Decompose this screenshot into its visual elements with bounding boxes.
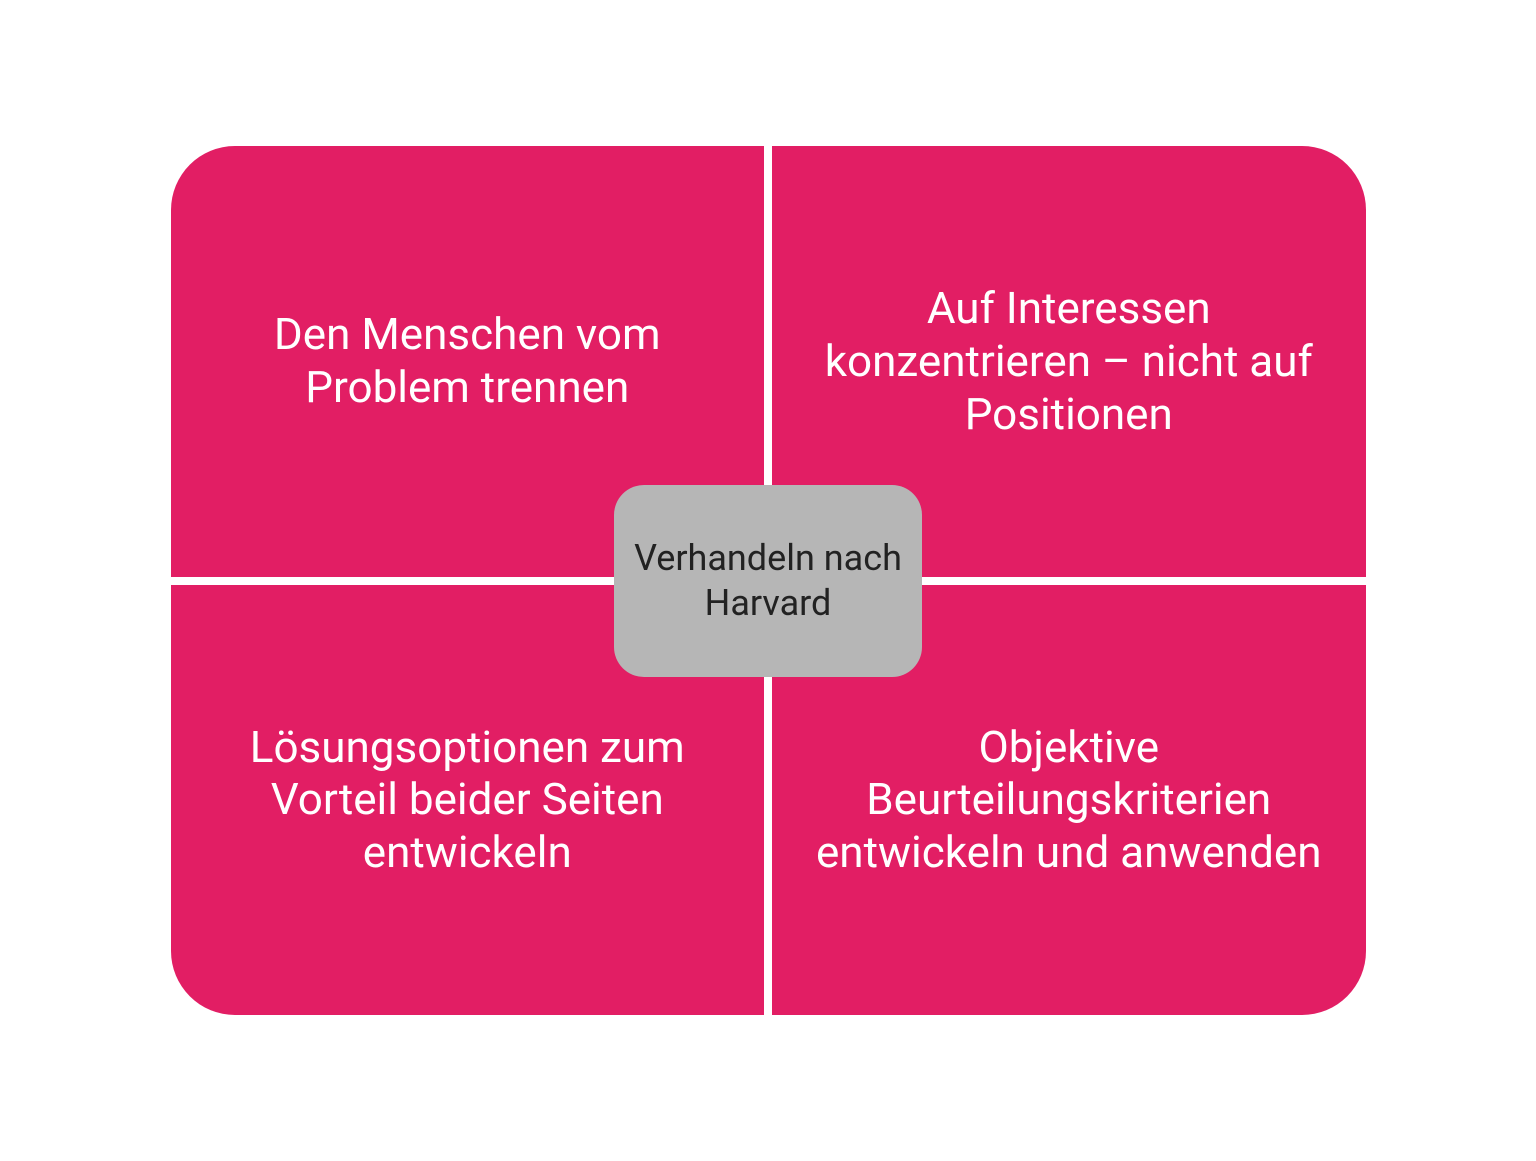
- quadrant-top-right-text: Auf Interessen konzentrieren – nicht auf…: [812, 282, 1326, 440]
- quadrant-top-left-text: Den Menschen vom Problem trennen: [211, 308, 725, 414]
- quadrant-bottom-left-text: Lösungsoptionen zum Vorteil beider Seite…: [211, 721, 725, 879]
- center-node: Verhandeln nach Harvard: [614, 485, 922, 677]
- center-node-text: Verhandeln nach Harvard: [614, 536, 922, 626]
- quadrant-bottom-right-text: Objektive Beurteilungskriterien entwicke…: [812, 721, 1326, 879]
- quadrant-diagram: Den Menschen vom Problem trennen Auf Int…: [171, 146, 1366, 1015]
